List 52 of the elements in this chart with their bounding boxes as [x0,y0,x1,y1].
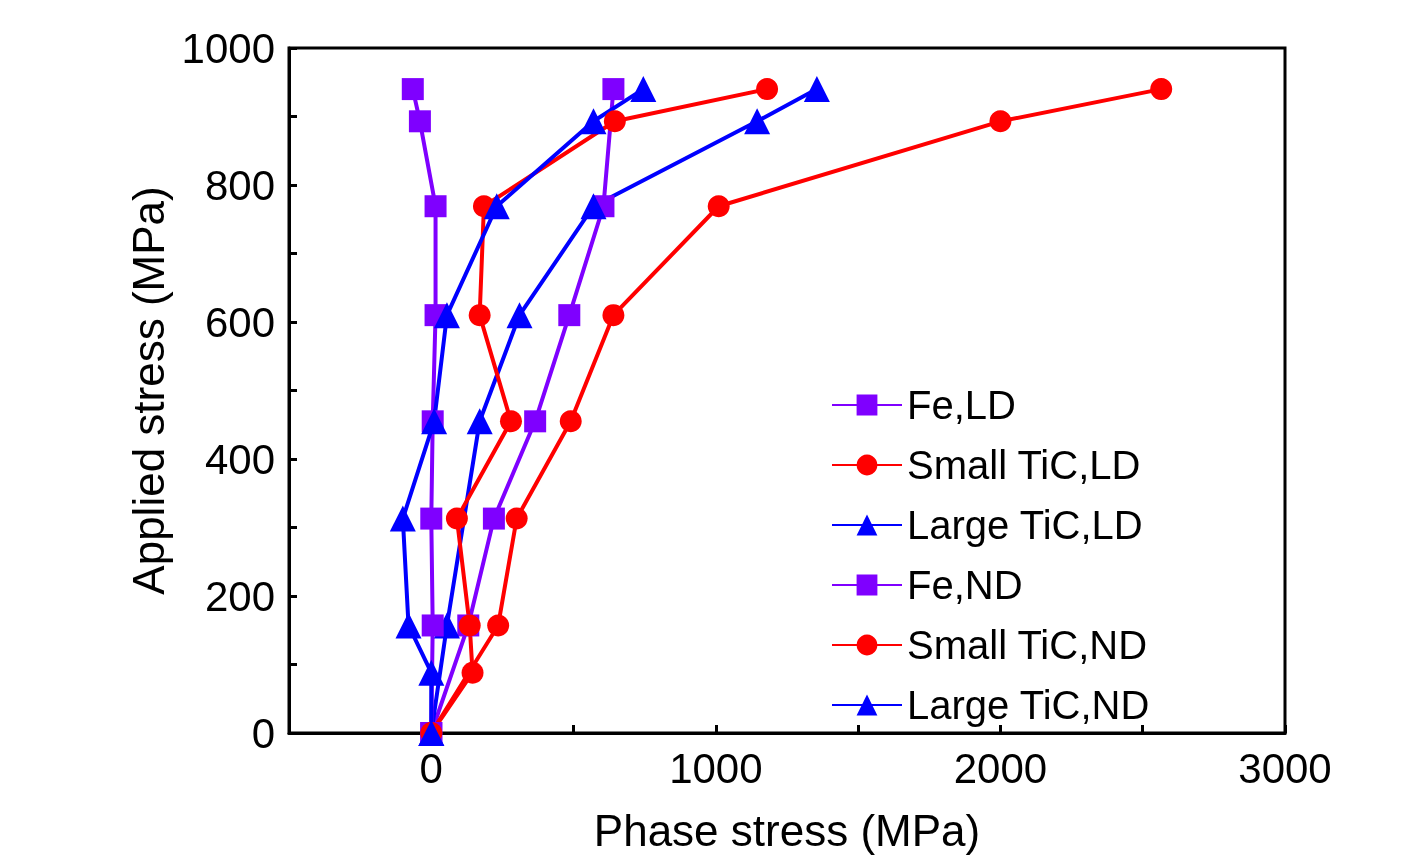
point [1150,78,1173,101]
y-tick-label: 0 [251,709,275,757]
x-tick-label: 0 [419,744,443,792]
point [803,76,830,103]
point [466,408,493,435]
point [505,507,528,530]
legend-label: Large TiC,LD [907,503,1143,547]
x-tick-label: 3000 [1238,744,1332,792]
point [524,410,547,433]
point [744,108,771,135]
point [580,108,607,135]
point [989,110,1012,133]
legend-label: Fe,ND [907,563,1023,607]
point [418,659,445,686]
point [558,304,581,327]
point [756,78,779,101]
y-tick-label: 600 [204,298,275,346]
point [499,410,522,433]
legend-label: Large TiC,ND [907,683,1150,727]
point [707,195,730,218]
point [602,304,625,327]
point [408,110,431,133]
x-axis-title: Phase stress (MPa) [593,805,981,855]
x-tick-label: 1000 [669,744,763,792]
legend-label: Small TiC,LD [907,443,1141,487]
point [468,304,491,327]
point [559,410,582,433]
point [445,507,468,530]
point [482,507,505,530]
point [483,193,510,220]
y-tick-label: 800 [204,161,275,209]
y-tick-label: 1000 [181,24,275,72]
point [461,661,484,684]
point [401,78,424,101]
legend-label: Fe,LD [907,383,1016,427]
point [602,78,625,101]
point [421,614,444,637]
point [487,614,510,637]
y-tick-label: 200 [204,572,275,620]
y-axis-title: Applied stress (MPa) [124,186,174,595]
point [424,195,447,218]
point [603,110,626,133]
y-tick-label: 400 [204,435,275,483]
point [580,193,607,220]
x-tick-label: 2000 [953,744,1048,792]
legend-label: Small TiC,ND [907,623,1148,667]
point [389,505,416,532]
point [420,507,443,530]
point [506,302,533,329]
point [433,302,460,329]
point [630,76,657,103]
point [395,612,422,639]
